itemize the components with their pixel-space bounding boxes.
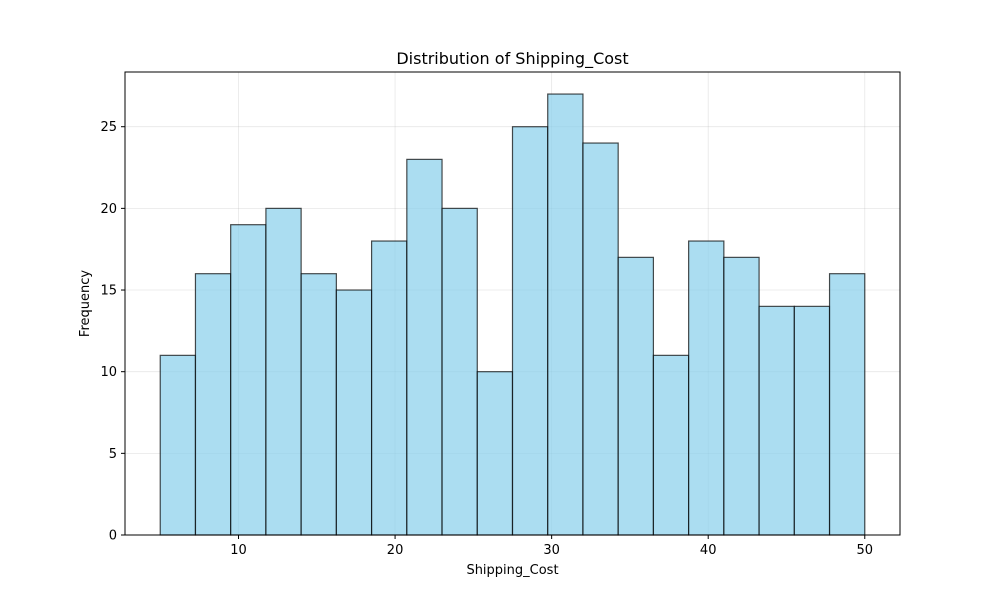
x-tick-label: 10 xyxy=(230,543,247,558)
histogram-bar xyxy=(582,142,619,536)
y-tick-label: 10 xyxy=(100,365,117,380)
y-tick-label: 0 xyxy=(109,529,117,544)
histogram-bar xyxy=(159,354,197,536)
histogram-bar xyxy=(300,273,337,536)
y-tick-label: 25 xyxy=(100,120,117,135)
chart-title: Distribution of Shipping_Cost xyxy=(396,49,628,69)
histogram-bar xyxy=(370,240,408,536)
x-tick-label: 50 xyxy=(856,543,873,558)
histogram-bar xyxy=(617,256,655,536)
plot-frame xyxy=(124,71,901,536)
histogram-bar xyxy=(793,305,831,536)
histogram-bar xyxy=(476,371,514,536)
histogram-bar xyxy=(688,240,725,536)
histogram-bar xyxy=(828,273,866,536)
histogram-bar xyxy=(194,273,232,536)
ticks-layer: 10 20 30 40 50 0 5 10 15 20 25 xyxy=(100,120,873,558)
histogram-bar xyxy=(652,354,690,536)
y-tick-label: 5 xyxy=(109,447,117,462)
x-tick-label: 20 xyxy=(387,543,404,558)
histogram-bar xyxy=(547,93,584,536)
y-tick-label: 20 xyxy=(100,202,117,217)
y-tick-label: 15 xyxy=(100,284,117,299)
histogram-bar xyxy=(265,207,302,536)
histogram-bar xyxy=(758,305,795,536)
histogram-bar xyxy=(511,126,549,536)
histogram-bar xyxy=(441,207,478,536)
y-axis-label: Frequency xyxy=(78,270,93,337)
histogram-bar xyxy=(230,224,267,536)
x-axis-label: Shipping_Cost xyxy=(466,563,558,578)
histogram-bar xyxy=(723,256,760,536)
x-tick-label: 30 xyxy=(543,543,560,558)
histogram-bar xyxy=(335,289,373,536)
bars-layer xyxy=(159,93,866,536)
x-tick-label: 40 xyxy=(700,543,717,558)
histogram-bar xyxy=(406,158,443,536)
